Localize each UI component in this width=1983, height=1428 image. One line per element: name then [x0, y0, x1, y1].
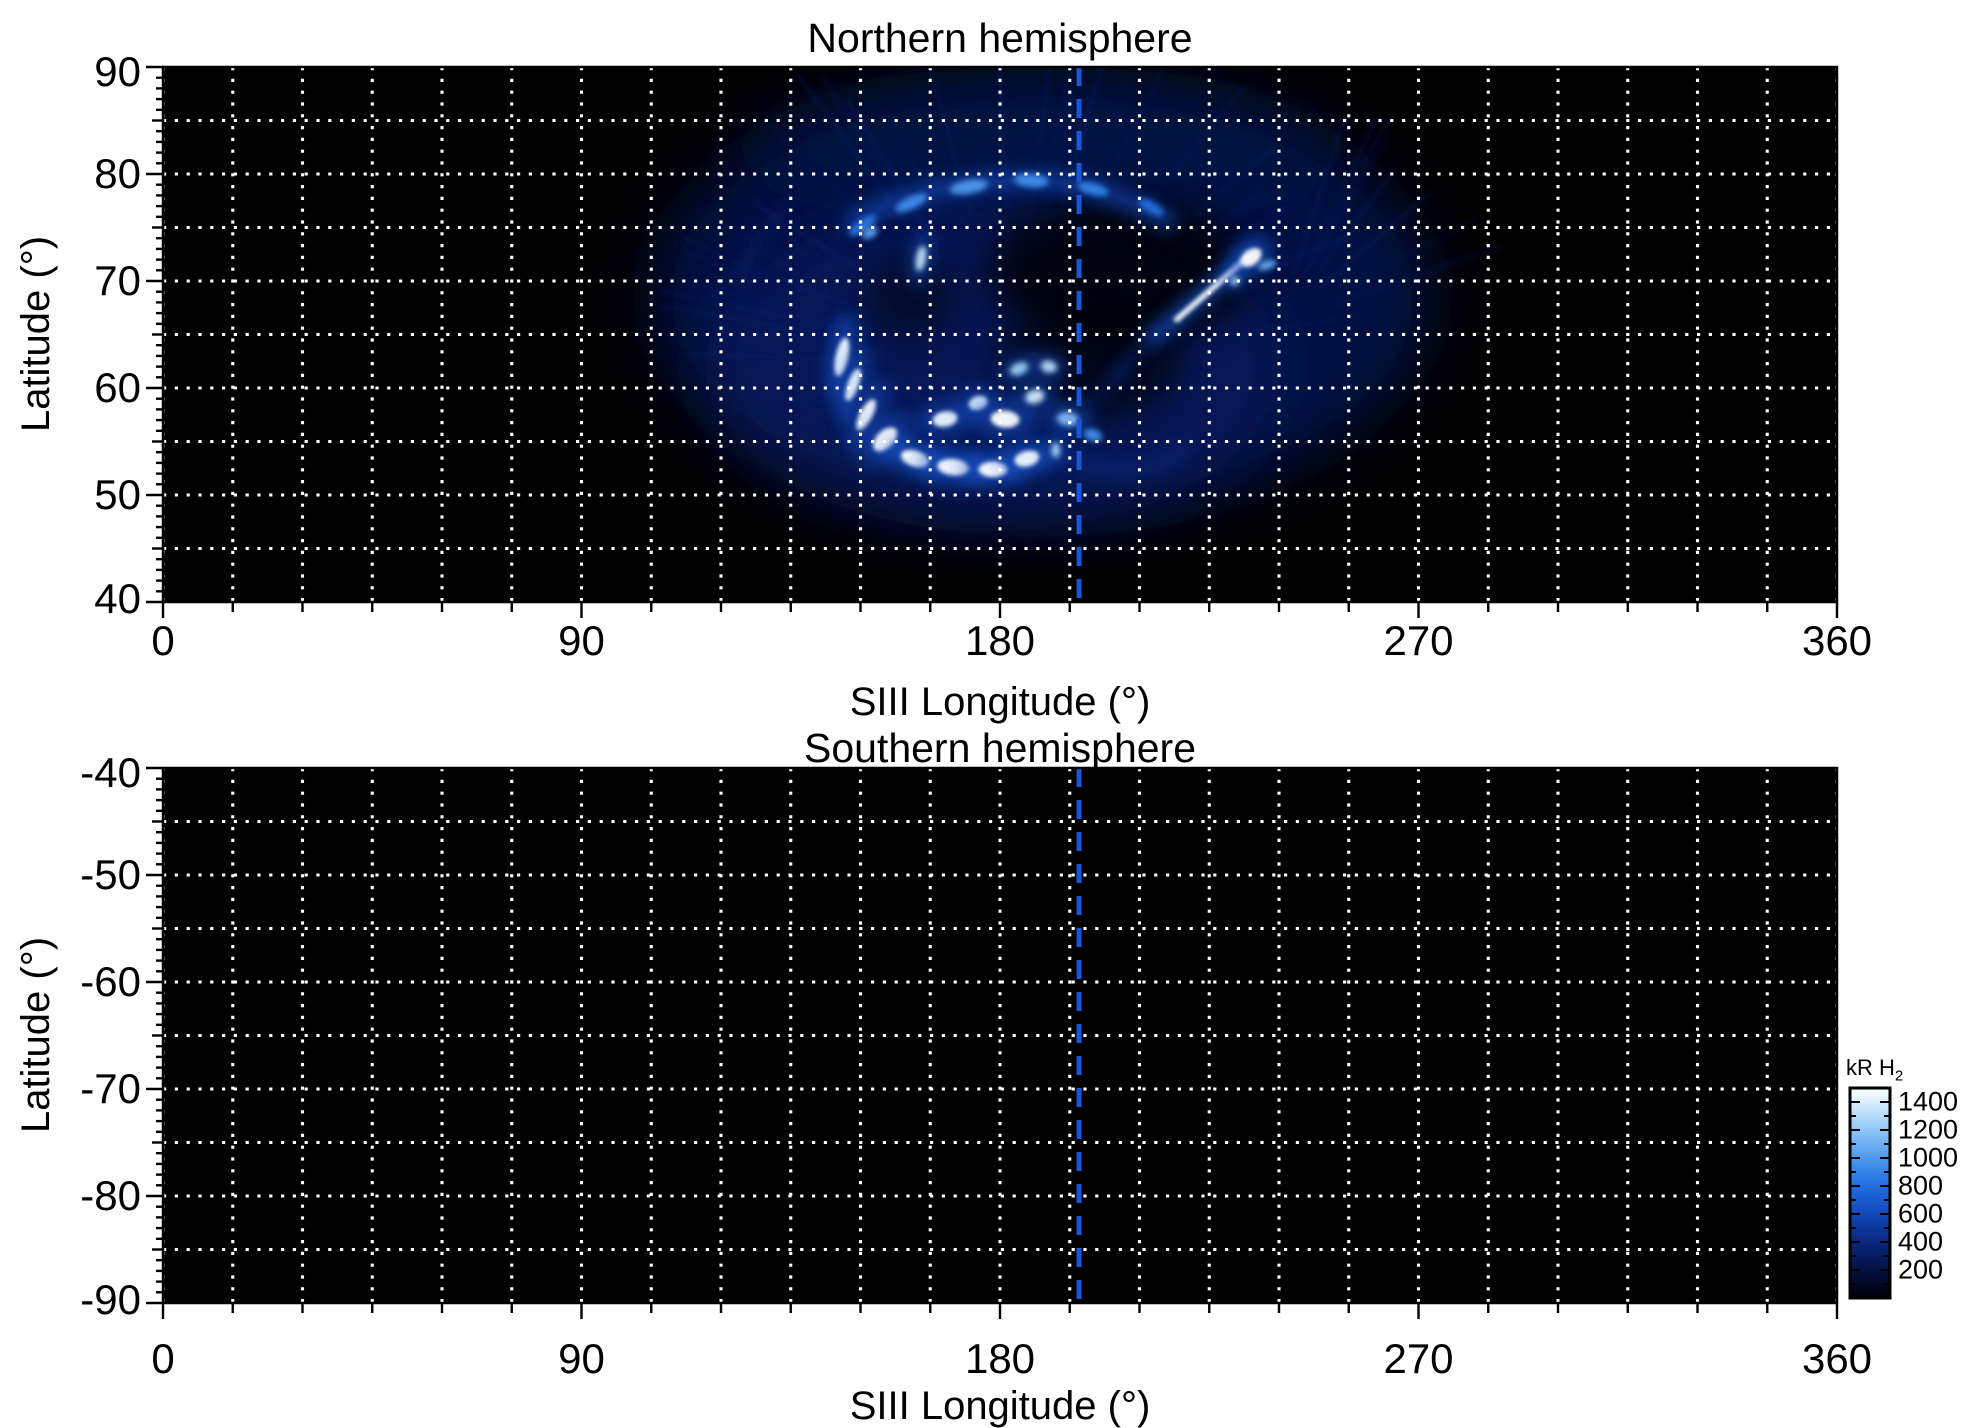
north-x-tick-180: 180 [964, 617, 1036, 664]
north-gridlines [161, 67, 1839, 602]
colorbar-label: kR H2 [1846, 1056, 1903, 1088]
south-gridlines [161, 768, 1839, 1303]
north-y-tick-40: 40 [94, 575, 141, 622]
south-x-axis-title: SIII Longitude (°) [849, 1384, 1151, 1428]
south-x-tick-90: 90 [558, 1335, 605, 1382]
colorbar-tick-400: 400 [1898, 1226, 1944, 1257]
south-x-tick-270: 270 [1383, 1335, 1454, 1382]
north-x-tick-360: 360 [1801, 617, 1873, 664]
south-axis-ticks [146, 766, 1839, 1319]
north-x-axis-title: SIII Longitude (°) [849, 680, 1151, 724]
colorbar-tick-1400: 1400 [1898, 1086, 1959, 1117]
colorbar-label-subscript: 2 [1894, 1067, 1904, 1085]
south-x-tick-180: 180 [964, 1335, 1036, 1382]
south-y-axis-title: Latitude (°) [14, 936, 58, 1134]
south-y-tick--90: -90 [80, 1276, 141, 1323]
south-x-tick-360: 360 [1801, 1335, 1873, 1382]
south-panel-title: Southern hemisphere [803, 725, 1197, 771]
colorbar-tick-200: 200 [1898, 1254, 1944, 1285]
colorbar-tick-1200: 1200 [1898, 1114, 1959, 1145]
colorbar-label-text: kR H [1846, 1055, 1895, 1080]
south-y-tick--80: -80 [80, 1172, 141, 1219]
north-panel-title: Northern hemisphere [807, 15, 1193, 61]
colorbar-tick-600: 600 [1898, 1198, 1944, 1229]
colorbar-tick-800: 800 [1898, 1170, 1944, 1201]
north-aurora-image [651, 67, 1503, 532]
north-x-tick-90: 90 [558, 617, 605, 664]
south-y-tick--40: -40 [80, 749, 141, 796]
north-y-tick-60: 60 [94, 364, 141, 411]
colorbar-border [1848, 1086, 1892, 1300]
north-x-tick-270: 270 [1383, 617, 1454, 664]
north-y-tick-90: 90 [94, 48, 141, 95]
south-y-tick--70: -70 [80, 1065, 141, 1112]
south-y-tick--50: -50 [80, 851, 141, 898]
colorbar-tick-1000: 1000 [1898, 1142, 1959, 1173]
north-x-tick-0: 0 [151, 617, 175, 664]
north-y-axis-title: Latitude (°) [14, 235, 58, 433]
colorbar-gradient [1850, 1088, 1890, 1298]
south-y-tick--60: -60 [80, 958, 141, 1005]
north-axis-ticks [146, 65, 1839, 618]
north-y-tick-70: 70 [94, 257, 141, 304]
north-y-tick-50: 50 [94, 471, 141, 518]
north-y-tick-80: 80 [94, 150, 141, 197]
south-panel-area [163, 768, 1837, 1303]
colorbar-ticks [1850, 1101, 1890, 1285]
south-x-tick-0: 0 [151, 1335, 175, 1382]
